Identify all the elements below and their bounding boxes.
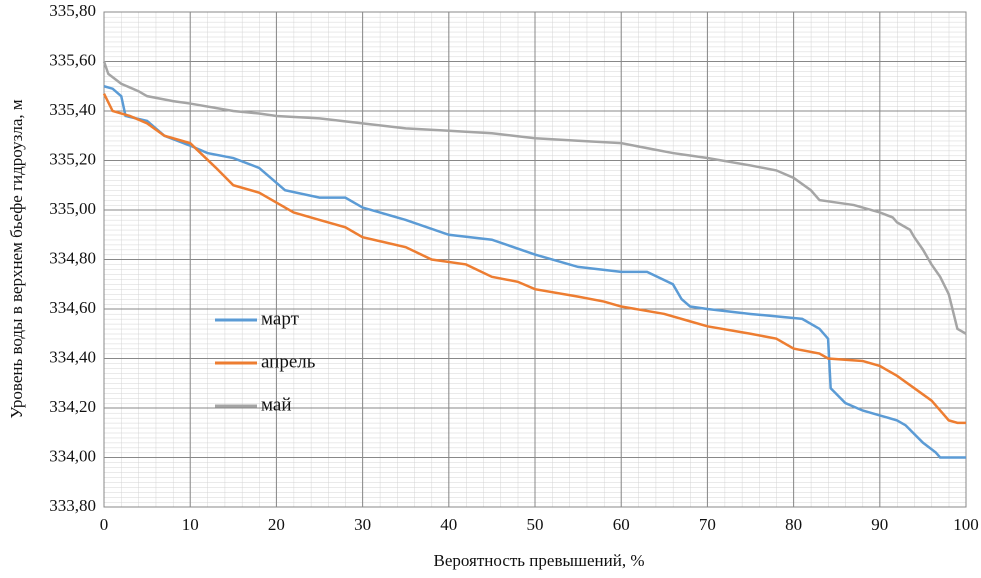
y-tick-label: 335,60	[49, 50, 96, 69]
x-tick-label: 70	[699, 515, 716, 534]
x-tick-label: 90	[871, 515, 888, 534]
y-tick-label: 335,80	[49, 1, 96, 20]
y-tick-label: 334,60	[49, 298, 96, 317]
y-tick-label: 335,00	[49, 199, 96, 218]
series-line	[102, 61, 967, 335]
x-tick-label: 80	[785, 515, 802, 534]
legend-label: май	[261, 394, 292, 415]
legend-label: март	[261, 308, 300, 329]
series-line	[102, 93, 966, 425]
y-axis-label: Уровень воды в верхнем бьефе гидроузла, …	[7, 99, 26, 419]
y-tick-label: 334,20	[49, 397, 96, 416]
y-tick-label: 334,00	[49, 446, 96, 465]
y-tick-label: 334,40	[49, 347, 96, 366]
y-tick-label: 335,20	[49, 149, 96, 168]
x-tick-label: 10	[182, 515, 199, 534]
x-tick-label: 100	[953, 515, 979, 534]
y-tick-label: 333,80	[49, 496, 96, 515]
x-axis-label: Вероятность превышений, %	[434, 551, 645, 570]
x-tick-label: 50	[527, 515, 544, 534]
plot-border	[103, 11, 967, 508]
legend-label: апрель	[261, 351, 316, 372]
x-tick-label: 20	[268, 515, 285, 534]
series-line	[103, 85, 966, 459]
x-tick-label: 0	[100, 515, 109, 534]
y-tick-label: 334,80	[49, 248, 96, 267]
x-tick-label: 40	[440, 515, 457, 534]
x-tick-label: 60	[613, 515, 630, 534]
y-tick-label: 335,40	[49, 100, 96, 119]
x-tick-label: 30	[354, 515, 371, 534]
